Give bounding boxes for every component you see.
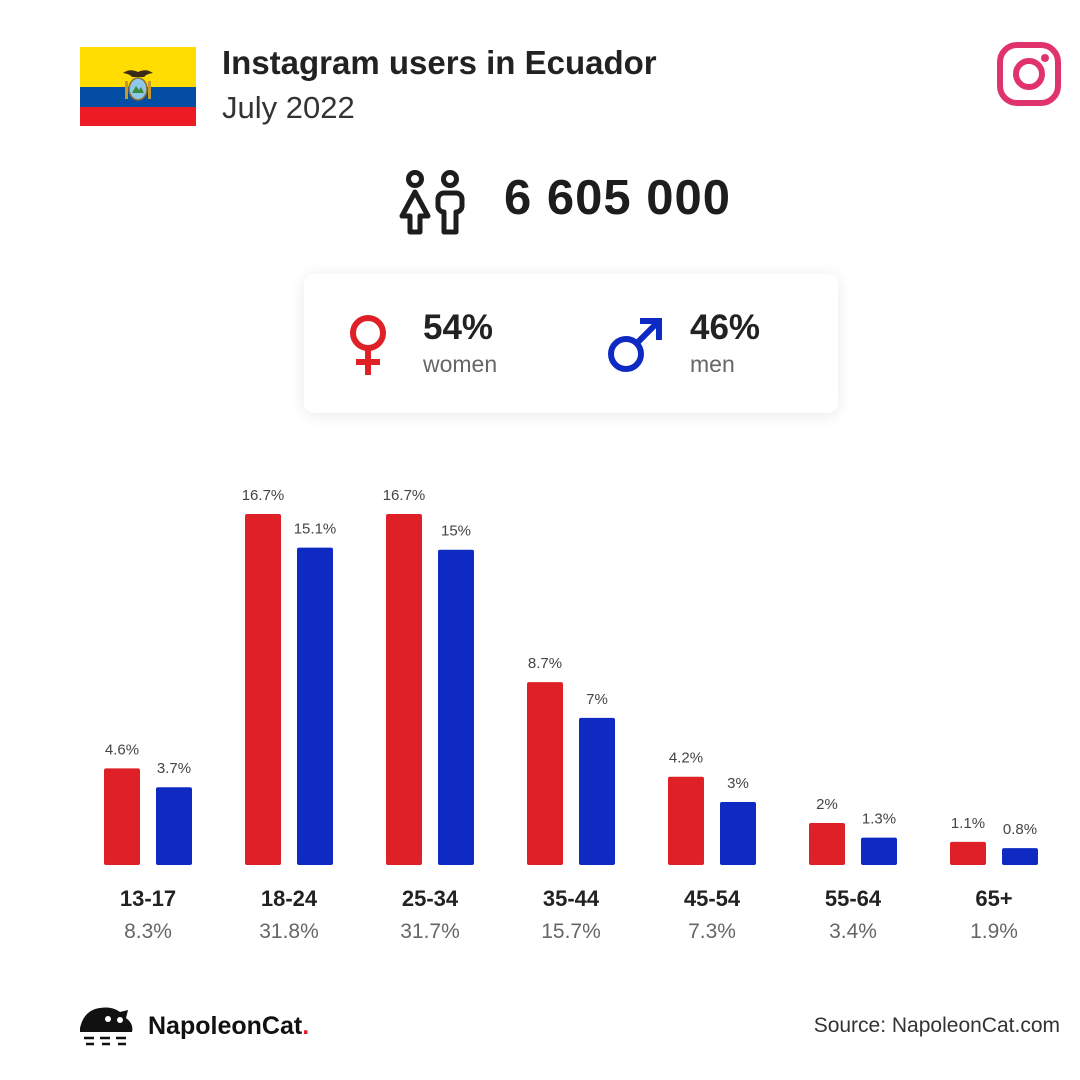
bar-women-13-17 [104, 768, 140, 865]
category-total-18-24: 31.8% [259, 920, 319, 943]
data-label-women-13-17: 4.6% [105, 741, 139, 758]
category-total-25-34: 31.7% [400, 920, 460, 943]
category-label-45-54: 45-54 [684, 886, 741, 911]
users-icon [398, 170, 470, 236]
bar-men-45-54 [720, 801, 756, 865]
data-label-women-55-64: 2% [816, 796, 838, 813]
female-icon [348, 314, 388, 376]
bar-men-13-17 [156, 787, 192, 865]
data-label-men-45-54: 3% [727, 775, 749, 792]
category-total-55-64: 3.4% [829, 920, 877, 943]
instagram-icon [997, 42, 1061, 106]
category-label-35-44: 35-44 [543, 886, 600, 911]
category-label-25-34: 25-34 [402, 886, 459, 911]
category-total-13-17: 8.3% [124, 920, 172, 943]
women-label: women [423, 351, 498, 377]
bar-women-55-64 [809, 822, 845, 865]
bar-women-18-24 [245, 514, 281, 865]
women-percentage: 54% [423, 308, 494, 347]
ecuador-flag-icon [80, 47, 196, 126]
category-total-65+: 1.9% [970, 920, 1018, 943]
age-gender-bar-chart: 4.6% 3.7% 13-17 8.3% 16.7% 15.1% 18-24 31.8% 16.… [104, 487, 1038, 943]
bar-men-25-34 [438, 549, 474, 865]
data-label-men-35-44: 7% [586, 691, 608, 708]
category-label-65+: 65+ [975, 886, 1012, 911]
bar-men-35-44 [579, 717, 615, 865]
bar-women-45-54 [668, 776, 704, 865]
data-label-men-25-34: 15% [441, 523, 471, 540]
data-label-men-18-24: 15.1% [294, 521, 337, 538]
page-subtitle: July 2022 [222, 90, 355, 125]
men-label: men [690, 351, 735, 377]
bar-women-35-44 [527, 682, 563, 865]
bar-women-65+ [950, 841, 986, 865]
category-label-18-24: 18-24 [261, 886, 318, 911]
bar-men-55-64 [861, 837, 897, 865]
brand-name-text: NapoleonCat [148, 1012, 303, 1040]
category-total-35-44: 15.7% [541, 920, 601, 943]
bar-men-65+ [1002, 848, 1038, 865]
data-label-women-35-44: 8.7% [528, 655, 562, 672]
data-label-women-25-34: 16.7% [383, 487, 426, 504]
category-label-13-17: 13-17 [120, 886, 176, 911]
data-label-men-55-64: 1.3% [862, 811, 896, 828]
bar-women-25-34 [386, 514, 422, 865]
total-users-value: 6 605 000 [504, 171, 731, 225]
data-label-women-45-54: 4.2% [669, 750, 703, 767]
brand-name: NapoleonCat. [148, 1012, 309, 1041]
male-icon [606, 316, 664, 374]
category-total-45-54: 7.3% [688, 920, 736, 943]
brand-dot: . [302, 1012, 310, 1040]
data-label-women-18-24: 16.7% [242, 487, 285, 504]
data-label-men-13-17: 3.7% [157, 760, 191, 777]
gender-split-card: 54% women 46% men [304, 274, 838, 413]
data-label-men-65+: 0.8% [1003, 821, 1037, 838]
men-percentage: 46% [690, 308, 761, 347]
page-title: Instagram users in Ecuador [222, 44, 657, 81]
category-label-55-64: 55-64 [825, 886, 882, 911]
source-credit: Source: NapoleonCat.com [813, 1014, 1060, 1037]
napoleoncat-logo-icon [78, 1002, 136, 1050]
data-label-women-65+: 1.1% [951, 815, 985, 832]
bar-men-18-24 [297, 547, 333, 865]
